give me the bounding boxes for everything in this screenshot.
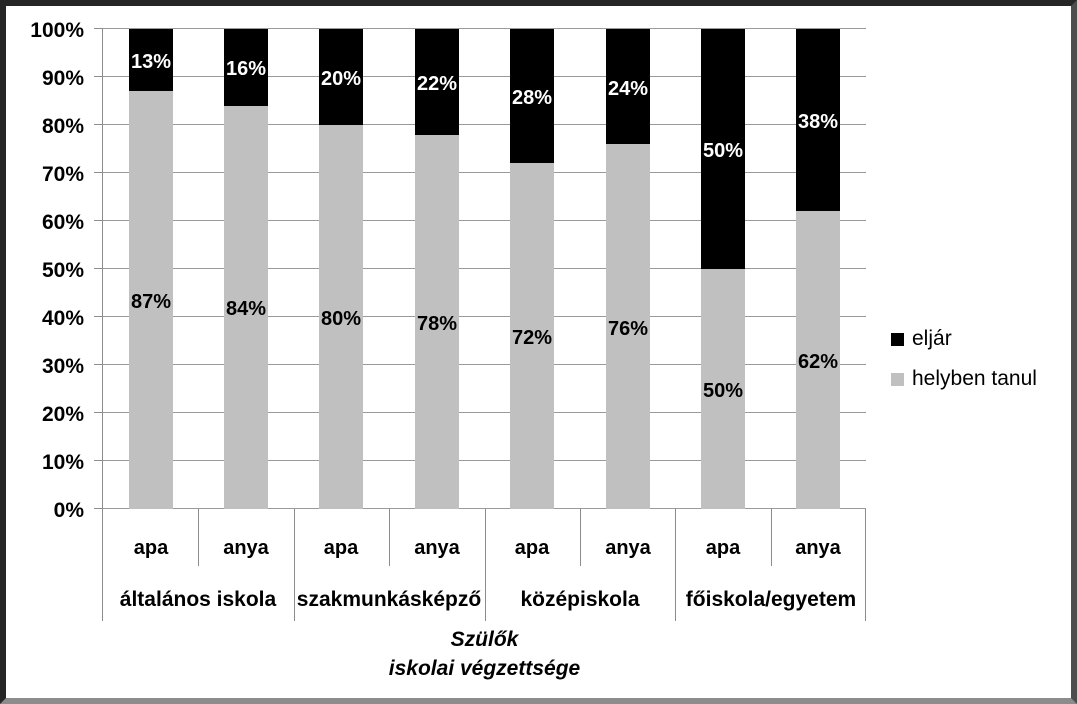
bar-label-eljar: 50%	[702, 140, 744, 162]
y-axis-line	[102, 29, 103, 621]
bar-label-helyben-tanul: 62%	[797, 351, 839, 373]
gridline	[103, 28, 866, 29]
y-axis-tick	[94, 316, 103, 317]
bar-segment-eljar	[510, 29, 554, 163]
bar-label-eljar: 16%	[225, 58, 267, 80]
legend-swatch-eljar-icon	[891, 332, 904, 346]
bar-label-helyben-tanul: 72%	[511, 327, 553, 349]
x-category-label: apa	[323, 537, 359, 559]
x-category-label: anya	[795, 537, 841, 559]
bar-segment-helyben-tanul	[129, 91, 173, 509]
x-category-label: apa	[133, 537, 169, 559]
x-category-label: apa	[514, 537, 550, 559]
bar-label-helyben-tanul: 84%	[225, 298, 267, 320]
x-axis-title: Szülők iskolai végzettsége	[284, 625, 685, 683]
bar-segment-eljar	[415, 29, 459, 135]
gridline	[103, 124, 866, 125]
x-group-label: szakmunkásképző	[296, 588, 482, 611]
group-separator	[675, 509, 676, 621]
group-separator	[294, 509, 295, 621]
pair-separator	[580, 509, 581, 566]
x-group-label: középiskola	[520, 588, 640, 611]
y-axis-tick	[94, 220, 103, 221]
legend-item-helyben-tanul: helyben tanul	[891, 366, 1037, 392]
y-axis-tick	[94, 124, 103, 125]
y-tick-label: 10%	[41, 451, 84, 474]
y-tick-label: 0%	[53, 499, 84, 522]
bar-segment-helyben-tanul	[319, 125, 363, 509]
legend-label-helyben-tanul: helyben tanul	[912, 367, 1037, 390]
gridline	[103, 460, 866, 461]
bar-segment-helyben-tanul	[415, 135, 459, 509]
gridline	[103, 316, 866, 317]
bar-segment-eljar	[606, 29, 650, 144]
y-axis-tick	[94, 268, 103, 269]
x-axis-title-line1: Szülők	[450, 628, 519, 651]
x-category-label: apa	[705, 537, 741, 559]
x-group-label: általános iskola	[119, 588, 277, 611]
bar-label-helyben-tanul: 50%	[702, 380, 744, 402]
x-category-label: anya	[223, 537, 269, 559]
bar-label-helyben-tanul: 78%	[416, 313, 458, 335]
bar-label-eljar: 28%	[511, 87, 553, 109]
y-tick-label: 50%	[41, 259, 84, 282]
group-separator	[865, 509, 866, 621]
bar-label-helyben-tanul: 76%	[607, 318, 649, 340]
bar-segment-helyben-tanul	[510, 163, 554, 509]
bar-label-eljar: 24%	[607, 78, 649, 100]
y-tick-label: 20%	[41, 403, 84, 426]
y-axis-tick	[94, 28, 103, 29]
bar-label-helyben-tanul: 80%	[320, 308, 362, 330]
y-axis-tick	[94, 508, 103, 509]
bar-segment-helyben-tanul	[224, 106, 268, 509]
bar-segment-helyben-tanul	[701, 269, 745, 509]
legend-swatch-helyben-tanul-icon	[891, 372, 904, 386]
pair-separator	[771, 509, 772, 566]
legend-label-eljar: eljár	[912, 327, 952, 350]
gridline	[103, 220, 866, 221]
y-tick-label: 80%	[41, 115, 84, 138]
y-tick-label: 40%	[41, 307, 84, 330]
y-axis-tick	[94, 76, 103, 77]
y-tick-label: 30%	[41, 355, 84, 378]
bar-label-helyben-tanul: 87%	[130, 291, 172, 313]
bar-segment-helyben-tanul	[606, 144, 650, 509]
legend: eljár helyben tanul	[891, 326, 1037, 406]
gridline	[103, 412, 866, 413]
y-tick-label: 90%	[41, 67, 84, 90]
pair-separator	[198, 509, 199, 566]
y-axis-tick	[94, 364, 103, 365]
y-tick-label: 60%	[41, 211, 84, 234]
gridline	[103, 76, 866, 77]
x-group-label: főiskola/egyetem	[685, 588, 857, 611]
x-category-label: anya	[605, 537, 651, 559]
bar-segment-eljar	[129, 29, 173, 91]
legend-item-eljar: eljár	[891, 326, 1037, 352]
pair-separator	[389, 509, 390, 566]
y-axis-tick	[94, 460, 103, 461]
bar-segment-eljar	[319, 29, 363, 125]
gridline	[103, 364, 866, 365]
x-category-label: anya	[414, 537, 460, 559]
group-separator	[485, 509, 486, 621]
bar-label-eljar: 20%	[320, 68, 362, 90]
gridline	[103, 508, 866, 509]
y-tick-label: 70%	[41, 163, 84, 186]
bar-label-eljar: 22%	[416, 73, 458, 95]
bar-label-eljar: 38%	[797, 111, 839, 133]
bar-segment-eljar	[224, 29, 268, 106]
y-axis-tick	[94, 172, 103, 173]
gridline	[103, 172, 866, 173]
gridline	[103, 268, 866, 269]
y-axis-tick	[94, 412, 103, 413]
x-axis-title-line2: iskolai végzettsége	[388, 657, 581, 680]
y-tick-label: 100%	[30, 19, 84, 42]
bar-label-eljar: 13%	[130, 51, 172, 73]
bar-segment-helyben-tanul	[796, 211, 840, 509]
bar-segment-eljar	[796, 29, 840, 211]
bar-segment-eljar	[701, 29, 745, 269]
